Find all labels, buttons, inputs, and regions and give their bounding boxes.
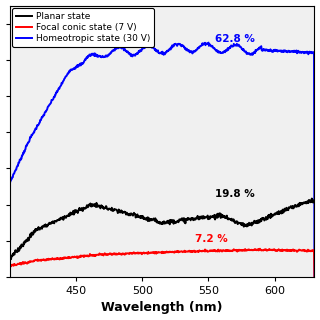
Planar state	[83, 207, 87, 211]
Line: Planar state: Planar state	[10, 198, 315, 259]
Focal conic state (7 V)	[94, 254, 98, 258]
Homeotropic state (30 V)	[208, 43, 212, 47]
Focal conic state (7 V)	[8, 264, 12, 268]
Planar state	[310, 196, 314, 200]
Planar state	[9, 257, 13, 261]
Text: 19.8 %: 19.8 %	[215, 189, 255, 199]
Homeotropic state (30 V)	[104, 53, 108, 57]
Planar state	[283, 207, 287, 211]
Focal conic state (7 V)	[283, 248, 287, 252]
Planar state	[8, 257, 12, 261]
Focal conic state (7 V)	[82, 253, 86, 257]
Focal conic state (7 V)	[258, 247, 262, 251]
Planar state	[105, 205, 108, 209]
Focal conic state (7 V)	[104, 252, 108, 256]
Planar state	[313, 198, 316, 202]
Line: Focal conic state (7 V): Focal conic state (7 V)	[10, 249, 315, 277]
Homeotropic state (30 V)	[94, 52, 98, 56]
Focal conic state (7 V)	[208, 249, 212, 252]
Homeotropic state (30 V)	[82, 59, 86, 63]
Homeotropic state (30 V)	[207, 41, 211, 44]
Homeotropic state (30 V)	[313, 275, 316, 279]
X-axis label: Wavelength (nm): Wavelength (nm)	[101, 301, 223, 315]
Homeotropic state (30 V)	[283, 49, 287, 53]
Text: 62.8 %: 62.8 %	[215, 34, 255, 44]
Homeotropic state (30 V)	[8, 180, 12, 184]
Planar state	[94, 205, 98, 209]
Planar state	[208, 214, 212, 218]
Focal conic state (7 V)	[245, 249, 249, 252]
Text: 7.2 %: 7.2 %	[195, 235, 228, 244]
Focal conic state (7 V)	[313, 275, 316, 279]
Line: Homeotropic state (30 V): Homeotropic state (30 V)	[10, 43, 315, 277]
Legend: Planar state, Focal conic state (7 V), Homeotropic state (30 V): Planar state, Focal conic state (7 V), H…	[12, 8, 154, 47]
Planar state	[245, 222, 249, 226]
Homeotropic state (30 V)	[245, 51, 249, 55]
